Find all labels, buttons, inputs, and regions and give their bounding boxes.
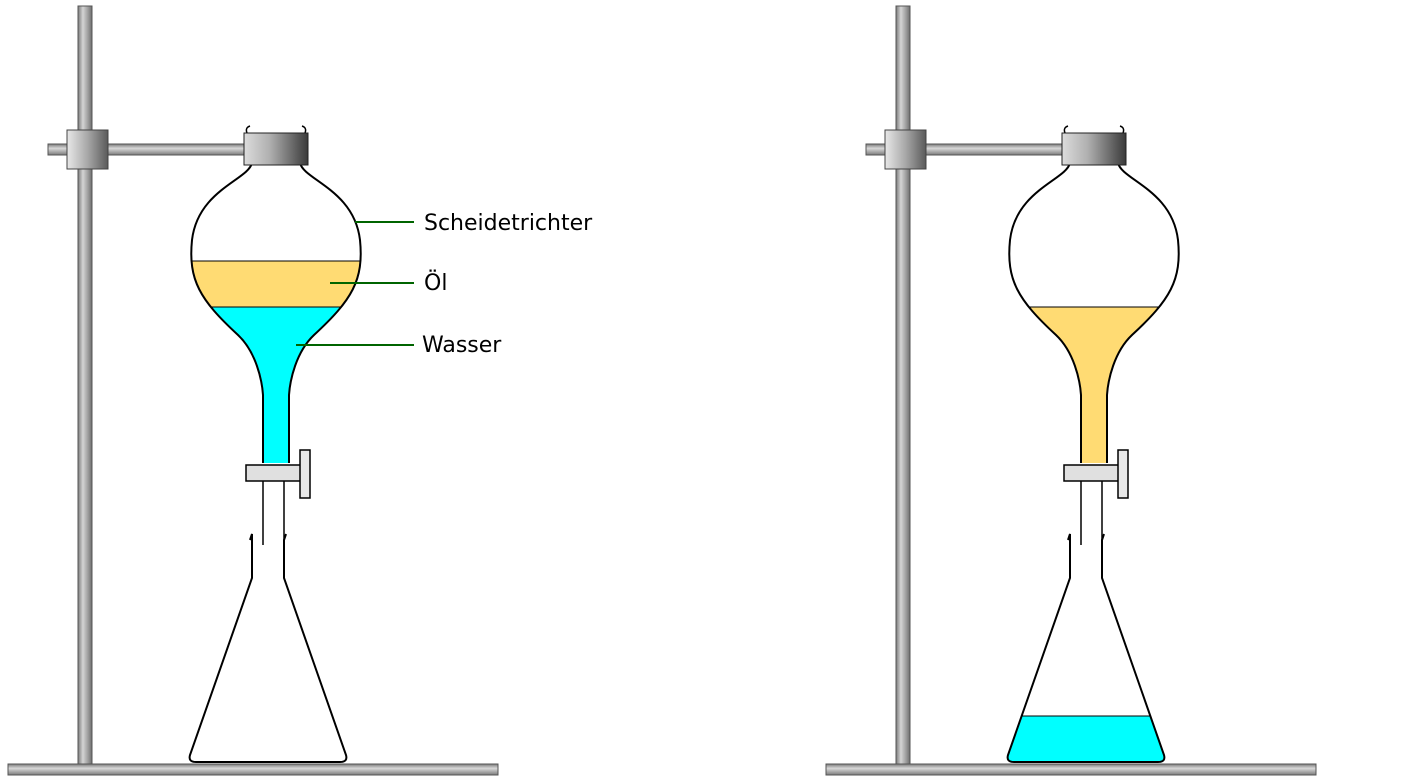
flask-liquid-right xyxy=(1007,715,1165,762)
right-apparatus xyxy=(825,5,1317,776)
label-water: Wasser xyxy=(422,333,502,358)
stand-rod-right xyxy=(895,5,911,765)
stand-rod-left xyxy=(77,5,93,765)
water-in-flask-right xyxy=(1007,716,1165,762)
oil-layer-left xyxy=(191,261,361,308)
separatory-funnel-left xyxy=(190,162,362,463)
boss-head-right xyxy=(884,129,927,170)
stopcock-body-right xyxy=(1063,464,1121,482)
stopper-left xyxy=(243,132,309,166)
stand-base-left xyxy=(7,763,499,776)
boss-head-left xyxy=(66,129,109,170)
stand-base-right xyxy=(825,763,1317,776)
stopcock-handle-left xyxy=(299,449,311,499)
funnel-liquids-right xyxy=(1009,306,1179,463)
separatory-funnel-right xyxy=(1008,162,1180,463)
oil-layer-right xyxy=(1009,307,1179,463)
erlenmeyer-flask-right xyxy=(1006,533,1166,763)
label-scheidetrichter: Scheidetrichter xyxy=(424,211,593,236)
stopcock-handle-right xyxy=(1117,449,1129,499)
stopper-right xyxy=(1061,132,1127,166)
left-apparatus: Scheidetrichter Öl Wasser xyxy=(7,5,593,776)
water-layer-left xyxy=(191,307,361,463)
label-oil: Öl xyxy=(424,270,447,296)
stopcock-body-left xyxy=(245,464,303,482)
funnel-liquids-left xyxy=(191,260,361,463)
erlenmeyer-flask-left xyxy=(188,533,348,763)
